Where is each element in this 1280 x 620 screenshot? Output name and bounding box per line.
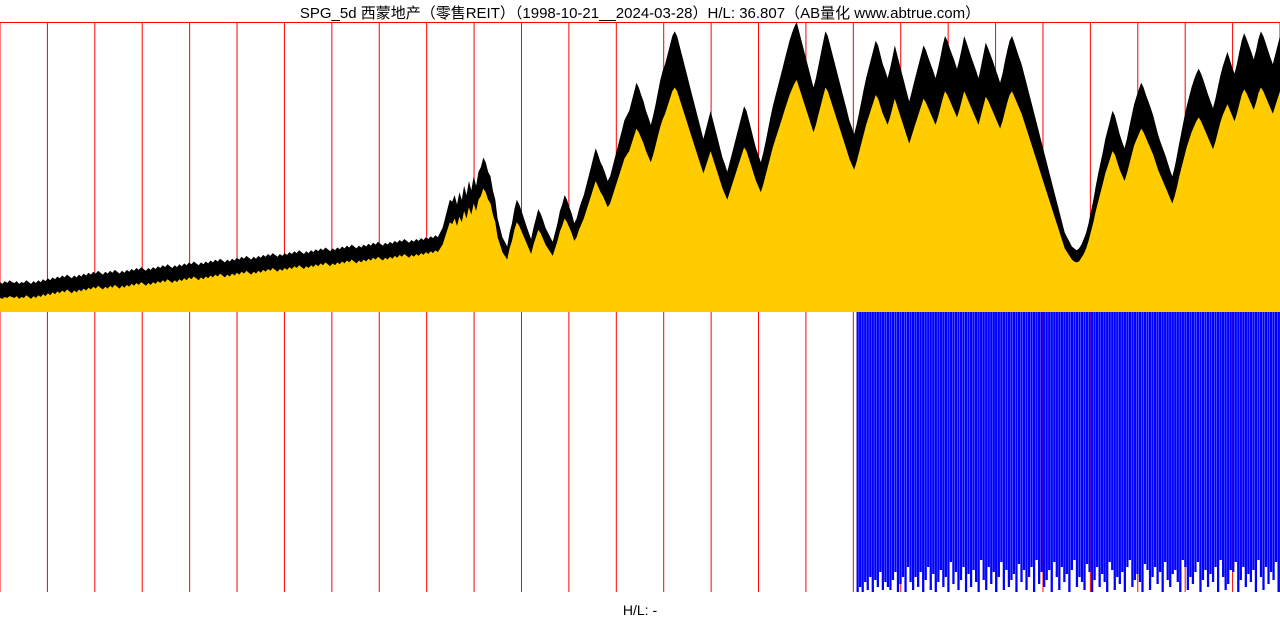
footer-label: H/L: -: [0, 602, 1280, 618]
chart-container: SPG_5d 西蒙地产（零售REIT）（1998-10-21__2024-03-…: [0, 0, 1280, 620]
chart-area: [0, 22, 1280, 592]
chart-svg: [0, 22, 1280, 592]
chart-title: SPG_5d 西蒙地产（零售REIT）（1998-10-21__2024-03-…: [0, 2, 1280, 23]
